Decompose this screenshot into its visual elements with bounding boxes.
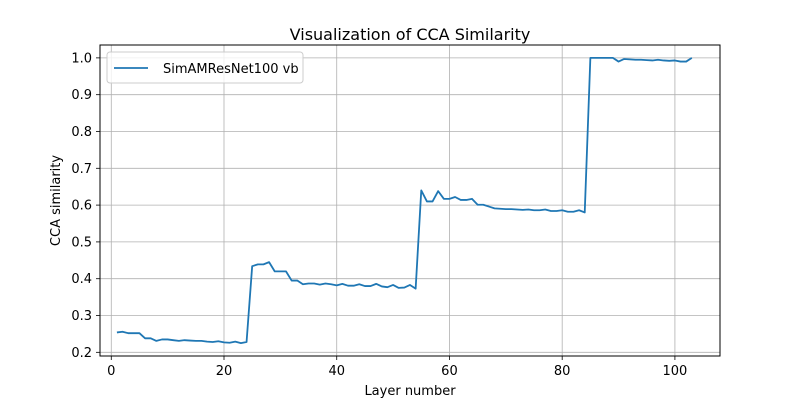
x-axis-label: Layer number [364,384,456,399]
grid [100,45,720,356]
x-tick-label: 60 [441,364,458,379]
legend-box [106,51,304,84]
y-axis: 0.2 0.3 0.4 0.5 0.6 0.7 0.8 0.9 1.0 [71,51,100,361]
plot-frame [99,44,721,357]
y-tick-label: 0.8 [71,125,92,140]
x-tick-label: 20 [216,364,233,379]
y-tick-label: 0.6 [71,199,92,214]
legend: SimAMResNet100 vb [106,51,304,84]
y-tick-label: 0.4 [71,272,92,287]
x-tick-label: 100 [662,364,687,379]
y-tick-label: 0.2 [71,346,92,361]
series-line [116,56,693,345]
x-tick-label: 80 [554,364,571,379]
x-tick-label: 40 [328,364,345,379]
chart-title: Visualization of CCA Similarity [290,25,531,44]
x-axis: 0 20 40 60 80 100 [107,356,687,379]
legend-label: SimAMResNet100 vb [163,62,299,77]
series-layer [116,56,693,345]
y-tick-label: 0.3 [71,309,92,324]
y-tick-label: 0.9 [71,88,92,103]
y-tick-label: 1.0 [71,51,92,66]
x-tick-label: 0 [107,364,115,379]
y-tick-label: 0.7 [71,162,92,177]
y-axis-label: CCA similarity [49,155,64,246]
y-tick-label: 0.5 [71,235,92,250]
